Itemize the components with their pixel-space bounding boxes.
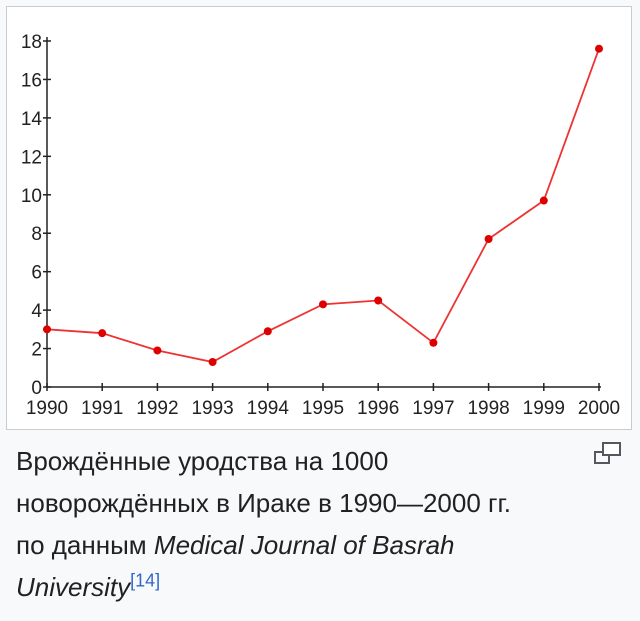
data-point: [319, 300, 327, 309]
y-tick-label: 10: [21, 186, 42, 207]
x-tick-label: 1990: [26, 398, 68, 419]
data-point: [429, 338, 438, 347]
data-point: [153, 346, 162, 355]
data-point: [484, 234, 493, 243]
data-point: [263, 327, 272, 336]
x-tick-label: 1992: [136, 398, 178, 419]
series-line: [46, 48, 600, 363]
y-tick-label: 6: [31, 263, 42, 284]
data-point: [539, 196, 548, 205]
data-point: [98, 329, 107, 338]
caption-line-3-prefix: по данным: [16, 530, 154, 560]
y-tick-label: 18: [21, 32, 42, 53]
line-chart: 0 2 4 6 8 10 12 14 16 18 1990 1991 1992 1993 1994 1995 1…: [21, 32, 620, 419]
y-tick-label: 12: [21, 147, 42, 168]
x-tick-label: 1998: [467, 398, 509, 419]
data-point: [595, 44, 603, 53]
x-tick-label: 1991: [81, 398, 123, 419]
x-tick-label: 1994: [247, 398, 290, 419]
magnify-icon[interactable]: [594, 441, 622, 465]
figure-caption: Врождённые уродства на 1000 новорождённы…: [16, 440, 596, 608]
data-point: [43, 325, 51, 334]
source-title[interactable]: Medical Journal of Basrah University: [16, 530, 455, 602]
y-tick-label: 2: [31, 340, 42, 361]
y-tick-label: 8: [31, 224, 42, 245]
y-tick-label: 4: [31, 301, 42, 322]
y-tick-label: 14: [21, 109, 43, 130]
x-tick-label: 1997: [412, 398, 454, 419]
y-tick-label: 0: [31, 378, 42, 399]
data-point: [208, 358, 217, 367]
x-tick-label: 1993: [191, 398, 233, 419]
x-tick-label: 2000: [578, 398, 620, 419]
reference-link[interactable]: [14]: [130, 570, 161, 591]
caption-line-1: Врождённые уродства на 1000: [16, 446, 389, 476]
y-tick-label: 16: [21, 70, 42, 91]
x-tick-label: 1996: [357, 398, 399, 419]
chart-frame[interactable]: 0 2 4 6 8 10 12 14 16 18 1990 1991 1992 1993 1994 1995 1…: [6, 6, 632, 430]
caption-line-2: новорождённых в Ираке в 1990—2000 гг.: [16, 488, 512, 518]
data-point: [374, 296, 383, 305]
x-tick-label: 1995: [302, 398, 344, 419]
x-tick-label: 1999: [523, 398, 565, 419]
